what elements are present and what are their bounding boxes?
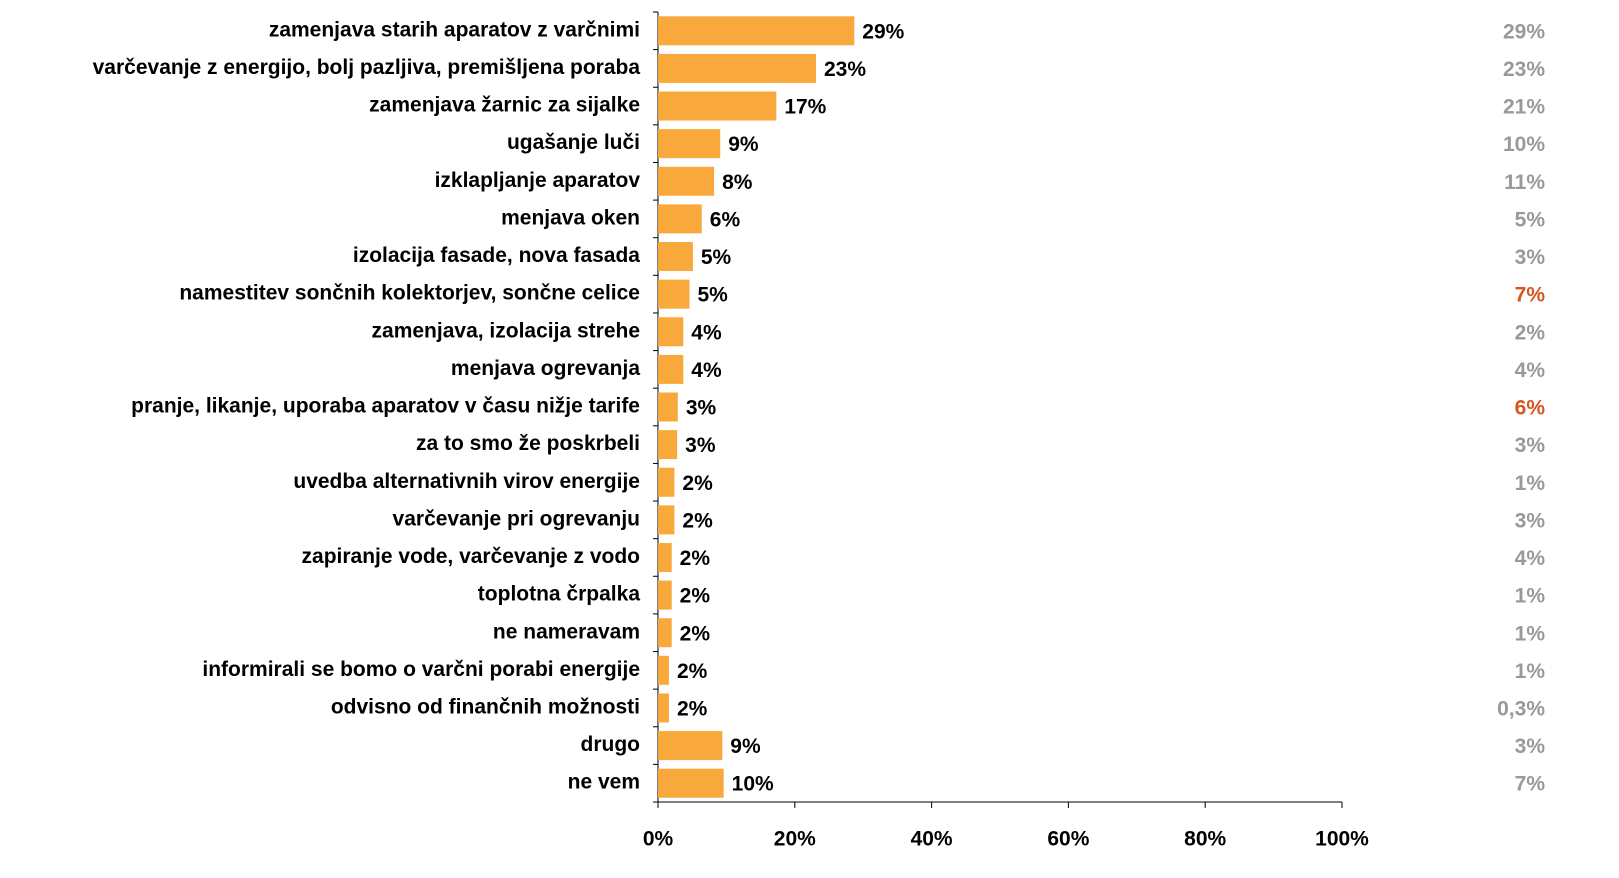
value-label: 4% [691, 321, 722, 344]
bar [658, 542, 672, 572]
bar [658, 618, 672, 648]
category-label: ne vem [568, 771, 640, 794]
bar [658, 693, 669, 723]
value-label: 3% [685, 434, 716, 457]
secondary-value-label: 7% [1515, 773, 1546, 796]
category-label: informirali se bomo o varčni porabi ener… [202, 658, 640, 681]
secondary-value-label: 1% [1515, 622, 1546, 645]
value-label: 23% [824, 58, 866, 81]
secondary-value-label: 2% [1515, 321, 1546, 344]
category-label: menjava ogrevanja [451, 357, 640, 380]
category-label: varčevanje z energijo, bolj pazljiva, pr… [93, 56, 641, 79]
category-label: uvedba alternativnih virov energije [293, 470, 640, 493]
category-label: ugašanje luči [507, 131, 640, 154]
value-label: 17% [784, 96, 826, 119]
bar [658, 91, 777, 121]
category-label: drugo [581, 733, 640, 756]
secondary-value-label: 1% [1515, 472, 1546, 495]
secondary-value-label: 21% [1503, 96, 1545, 119]
bar [658, 580, 672, 610]
category-label: izolacija fasade, nova fasada [353, 244, 640, 267]
value-label: 29% [862, 20, 904, 43]
secondary-value-label: 3% [1515, 735, 1546, 758]
secondary-value-label: 29% [1503, 20, 1545, 43]
category-label: toplotna črpalka [478, 583, 641, 606]
value-label: 2% [682, 509, 713, 532]
bar [658, 731, 723, 761]
category-label: zamenjava starih aparatov z varčnimi [269, 18, 640, 41]
bar [658, 655, 669, 685]
x-tick-label: 60% [1047, 828, 1089, 851]
value-label: 9% [730, 735, 761, 758]
secondary-value-label: 3% [1515, 509, 1546, 532]
bar [658, 166, 715, 196]
x-tick-label: 40% [911, 828, 953, 851]
bar [658, 392, 678, 422]
bar [658, 354, 684, 384]
value-label: 4% [691, 359, 722, 382]
category-label: zamenjava, izolacija strehe [372, 319, 640, 342]
bar [658, 204, 702, 234]
x-tick-label: 100% [1315, 828, 1369, 851]
category-label: varčevanje pri ogrevanju [393, 507, 640, 530]
category-label: zamenjava žarnic za sijalke [369, 94, 640, 117]
category-label: odvisno od finančnih možnosti [331, 695, 640, 718]
bar [658, 242, 693, 272]
secondary-value-label: 1% [1515, 660, 1546, 683]
bar [658, 768, 724, 798]
value-label: 2% [680, 622, 711, 645]
bar [658, 467, 675, 497]
secondary-value-label: 11% [1504, 171, 1545, 194]
value-label: 2% [680, 547, 711, 570]
secondary-value-label: 7% [1515, 284, 1546, 307]
category-label: zapiranje vode, varčevanje z vodo [302, 545, 640, 568]
value-label: 5% [701, 246, 732, 269]
category-label: izklapljanje aparatov [435, 169, 641, 192]
value-label: 2% [677, 660, 708, 683]
secondary-value-label: 4% [1515, 547, 1546, 570]
category-label: pranje, likanje, uporaba aparatov v času… [131, 395, 640, 418]
secondary-value-label: 4% [1515, 359, 1546, 382]
secondary-value-label: 23% [1503, 58, 1545, 81]
secondary-value-label: 6% [1515, 397, 1546, 420]
bar [658, 16, 855, 46]
value-label: 2% [680, 585, 711, 608]
value-label: 8% [722, 171, 753, 194]
x-tick-label: 80% [1184, 828, 1226, 851]
bar [658, 129, 721, 159]
value-label: 9% [728, 133, 759, 156]
secondary-value-label: 0,3% [1497, 697, 1545, 720]
category-label: menjava oken [501, 206, 640, 229]
bar [658, 279, 690, 309]
value-label: 6% [710, 208, 741, 231]
value-label: 2% [677, 697, 708, 720]
secondary-value-label: 1% [1515, 585, 1546, 608]
bar [658, 430, 678, 460]
x-tick-label: 0% [643, 828, 674, 851]
bar [658, 505, 675, 535]
category-label: ne nameravam [493, 620, 640, 643]
bar [658, 53, 817, 83]
value-label: 5% [697, 284, 728, 307]
value-label: 10% [732, 773, 774, 796]
category-label: za to smo že poskrbeli [416, 432, 640, 455]
secondary-value-label: 10% [1503, 133, 1545, 156]
secondary-value-label: 3% [1515, 246, 1546, 269]
category-label: namestitev sončnih kolektorjev, sončne c… [179, 282, 640, 305]
value-label: 2% [682, 472, 713, 495]
secondary-value-label: 3% [1515, 434, 1546, 457]
secondary-value-label: 5% [1515, 208, 1546, 231]
value-label: 3% [686, 397, 717, 420]
bar [658, 317, 684, 347]
x-tick-label: 20% [774, 828, 816, 851]
